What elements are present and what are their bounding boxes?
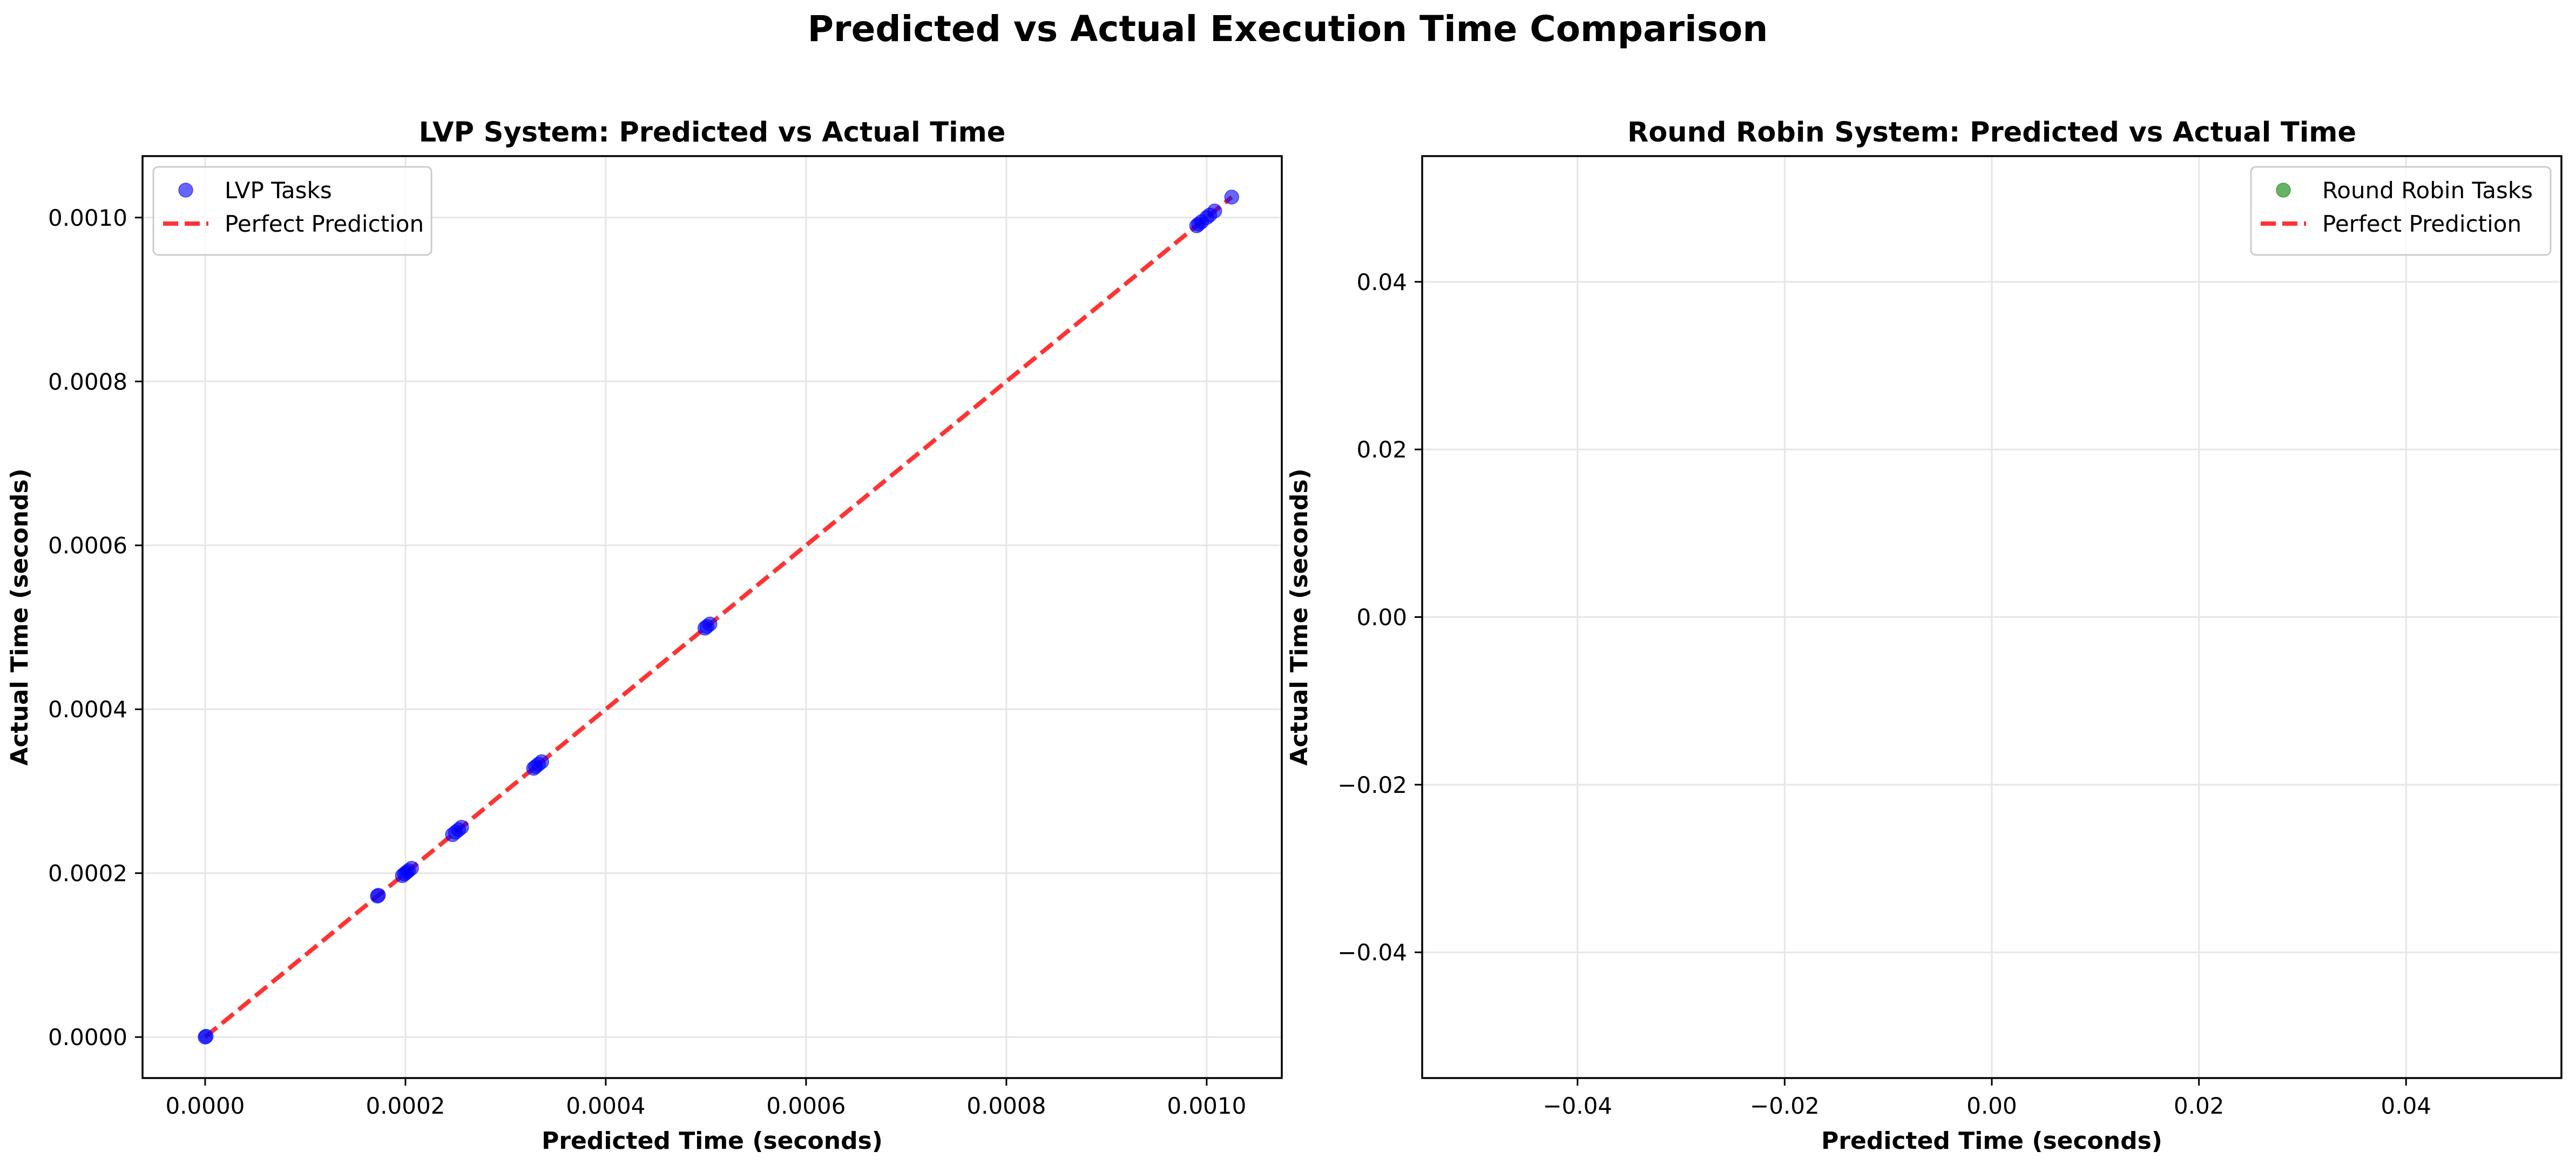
lvp-data-point-25 bbox=[1207, 203, 1222, 219]
round-robin-x-tick-label-2: 0.00 bbox=[1966, 1093, 2017, 1119]
round-robin-legend: Round Robin Tasks Perfect Prediction bbox=[2250, 166, 2552, 256]
lvp-y-tick-label-5: 0.0010 bbox=[48, 205, 127, 231]
round-robin-panel-title: Round Robin System: Predicted vs Actual … bbox=[1627, 117, 2356, 149]
round-robin-x-tick-label-3: 0.02 bbox=[2174, 1093, 2225, 1119]
round-robin-y-tick-label-4: 0.04 bbox=[1356, 269, 1407, 295]
lvp-data-point-16 bbox=[534, 754, 549, 770]
lvp-data-point-1 bbox=[199, 1028, 214, 1044]
round-robin-legend-label-0: Round Robin Tasks bbox=[2322, 177, 2533, 204]
lvp-axes-frame bbox=[141, 155, 1283, 1079]
round-robin-y-tick-label-3: 0.02 bbox=[1356, 436, 1407, 463]
round-robin-legend-marker-0 bbox=[2276, 183, 2291, 198]
lvp-legend: LVP Tasks Perfect Prediction bbox=[152, 166, 432, 256]
round-robin-y-axis-label: Actual Time (seconds) bbox=[1286, 468, 1313, 765]
lvp-scatter-panel: 0.0000 0.0002 0.0004 0.0006 0.0008 0.0010 0.00… bbox=[6, 117, 1283, 1155]
round-robin-y-tick-label-0: −0.04 bbox=[1337, 939, 1407, 966]
lvp-data-point-26 bbox=[1224, 190, 1240, 205]
round-robin-y-tick-label-2: 0.00 bbox=[1356, 604, 1407, 631]
round-robin-legend-box bbox=[2250, 166, 2552, 256]
lvp-x-tick-label-2: 0.0004 bbox=[566, 1093, 645, 1119]
lvp-y-axis-label: Actual Time (seconds) bbox=[6, 468, 33, 765]
lvp-legend-label-1: Perfect Prediction bbox=[225, 211, 424, 237]
lvp-plot-area bbox=[198, 190, 1240, 1045]
lvp-x-tick-label-0: 0.0000 bbox=[165, 1093, 245, 1119]
lvp-x-tick-label-1: 0.0002 bbox=[366, 1093, 445, 1119]
round-robin-x-tick-label-4: 0.04 bbox=[2381, 1093, 2432, 1119]
lvp-data-point-12 bbox=[454, 819, 469, 835]
lvp-y-tick-label-1: 0.0002 bbox=[48, 860, 127, 887]
lvp-y-tick-label-4: 0.0008 bbox=[48, 368, 127, 395]
lvp-data-point-3 bbox=[371, 887, 386, 903]
lvp-x-axis-label: Predicted Time (seconds) bbox=[542, 1127, 883, 1155]
round-robin-x-tick-label-0: −0.04 bbox=[1543, 1093, 1612, 1119]
lvp-x-tick-label-3: 0.0006 bbox=[766, 1093, 846, 1119]
lvp-panel-title: LVP System: Predicted vs Actual Time bbox=[419, 117, 1006, 149]
round-robin-scatter-panel: −0.04 −0.02 0.00 0.02 0.04 −0.04 −0.02 0.00 0.02… bbox=[1286, 117, 2563, 1155]
lvp-legend-marker-0 bbox=[178, 183, 193, 198]
round-robin-x-tick-label-1: −0.02 bbox=[1750, 1093, 1820, 1119]
lvp-y-tick-label-0: 0.0000 bbox=[48, 1024, 127, 1050]
lvp-y-tick-label-2: 0.0004 bbox=[48, 696, 127, 723]
lvp-x-tick-label-4: 0.0008 bbox=[966, 1093, 1046, 1119]
lvp-y-tick-label-3: 0.0006 bbox=[48, 533, 127, 559]
figure-title: Predicted vs Actual Execution Time Compa… bbox=[808, 8, 1768, 50]
lvp-legend-box bbox=[152, 166, 432, 256]
round-robin-y-tick-label-1: −0.02 bbox=[1337, 772, 1407, 798]
lvp-data-point-19 bbox=[702, 616, 718, 632]
round-robin-x-axis-label: Predicted Time (seconds) bbox=[1821, 1127, 2162, 1155]
lvp-x-tick-label-5: 0.0010 bbox=[1167, 1093, 1246, 1119]
lvp-legend-label-0: LVP Tasks bbox=[225, 177, 332, 204]
lvp-data-point-8 bbox=[404, 860, 419, 876]
round-robin-legend-label-1: Perfect Prediction bbox=[2322, 211, 2521, 237]
